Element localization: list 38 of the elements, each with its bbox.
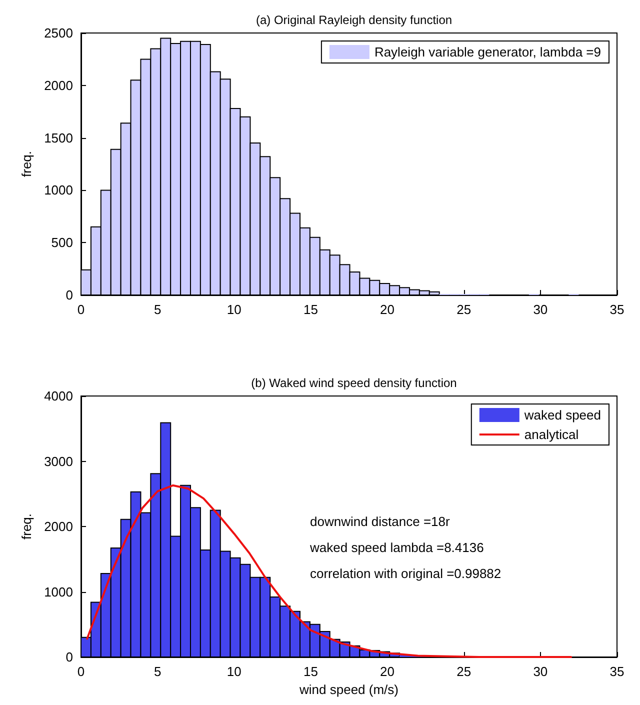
x-tick-label: 15: [303, 302, 318, 317]
y-tick-label: 1000: [44, 182, 73, 198]
y-axis-title: freq.: [19, 513, 34, 540]
x-tick-label: 5: [154, 302, 162, 317]
y-tick-label: 4000: [44, 388, 73, 404]
x-tick-label: 0: [77, 302, 85, 317]
x-tick-label: 20: [380, 302, 395, 317]
x-tick-label: 20: [380, 664, 395, 679]
x-tick-label: 25: [456, 302, 472, 317]
y-tick-label: 500: [51, 235, 73, 250]
x-tick-label: 15: [303, 664, 318, 679]
chart-title: (a) Original Rayleigh density function: [256, 13, 452, 27]
chart-title: (b) Waked wind speed density function: [251, 376, 457, 390]
x-tick-label: 10: [226, 302, 242, 317]
x-axis-title: wind speed (m/s): [298, 682, 398, 697]
y-axis-title: freq.: [19, 150, 34, 178]
y-tick-label: 2000: [44, 78, 73, 93]
y-tick-label: 1000: [44, 584, 73, 600]
x-tick-label: 0: [77, 664, 85, 679]
legend-label: Rayleigh variable generator, lambda =9: [374, 44, 601, 60]
annotation: correlation with original =0.99882: [310, 566, 502, 581]
x-tick-label: 10: [226, 664, 242, 679]
legend-label: waked speed: [523, 408, 602, 422]
x-tick-label: 30: [533, 302, 548, 317]
y-tick-label: 3000: [44, 454, 73, 469]
annotation: downwind distance =18r: [310, 514, 451, 529]
y-tick-label: 1500: [44, 130, 73, 146]
y-tick-label: 2000: [44, 519, 73, 534]
y-tick-label: 0: [66, 288, 73, 302]
x-tick-label: 25: [456, 664, 472, 679]
legend-label: analytical: [524, 427, 579, 442]
x-tick-label: 30: [533, 664, 548, 679]
annotation: waked speed lambda =8.4136: [309, 540, 484, 555]
y-tick-label: 0: [66, 650, 73, 664]
x-tick-label: 35: [610, 302, 624, 317]
x-tick-label: 35: [610, 664, 624, 679]
y-tick-label: 2500: [44, 26, 73, 40]
x-tick-label: 5: [154, 664, 162, 679]
